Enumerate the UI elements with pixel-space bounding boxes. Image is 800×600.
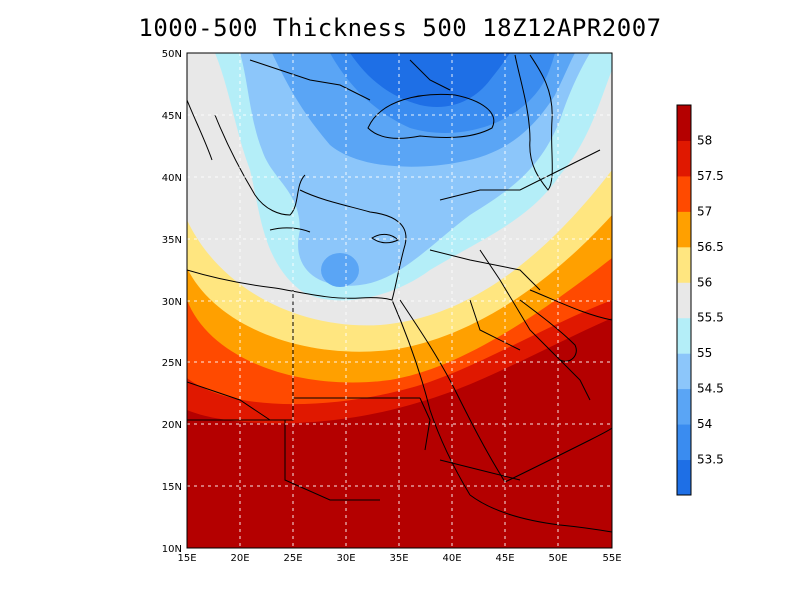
colorbar-swatch bbox=[677, 211, 691, 248]
colorbar-swatch bbox=[677, 424, 691, 461]
colorbar-swatch bbox=[677, 353, 691, 390]
axis-labels: 50N 45N 40N 35N 30N 25N 20N 15N 10N 15E … bbox=[162, 49, 622, 564]
colorbar-label: 58 bbox=[697, 133, 712, 147]
lon-label: 55E bbox=[602, 553, 621, 564]
lat-label: 20N bbox=[162, 420, 182, 431]
lon-label: 20E bbox=[230, 553, 249, 564]
colorbar-swatch bbox=[677, 317, 691, 354]
colorbar-label: 53.5 bbox=[697, 453, 724, 467]
map-title: 1000-500 Thickness 500 18Z12APR2007 bbox=[138, 14, 662, 42]
colorbar-label: 56.5 bbox=[697, 240, 724, 254]
colorbar-swatch bbox=[677, 246, 691, 283]
colorbar-label: 55 bbox=[697, 346, 712, 360]
lon-label: 30E bbox=[336, 553, 355, 564]
colorbar-swatch bbox=[677, 105, 691, 141]
color-legend: 53.5 54 54.5 55 55.5 56 56.5 57 57.5 58 bbox=[676, 104, 724, 496]
lat-label: 45N bbox=[162, 111, 182, 122]
lon-label: 15E bbox=[177, 553, 196, 564]
lat-label: 15N bbox=[162, 482, 182, 493]
grid-lines bbox=[187, 53, 612, 548]
colorbar-swatch bbox=[677, 282, 691, 319]
lon-label: 35E bbox=[389, 553, 408, 564]
colorbar-label: 57.5 bbox=[697, 169, 724, 183]
colorbar-frame bbox=[676, 104, 692, 496]
colorbar-swatch bbox=[677, 459, 691, 496]
colorbar-label: 57 bbox=[697, 204, 712, 218]
thickness-contours bbox=[187, 53, 612, 548]
colorbar-swatch bbox=[677, 388, 691, 425]
colorbar-label: 56 bbox=[697, 275, 712, 289]
lat-label: 10N bbox=[162, 544, 182, 555]
colorbar-label: 54.5 bbox=[697, 382, 724, 396]
lat-label: 25N bbox=[162, 358, 182, 369]
lat-label: 30N bbox=[162, 297, 182, 308]
lon-label: 25E bbox=[283, 553, 302, 564]
colorbar-label: 54 bbox=[697, 417, 712, 431]
lon-label: 40E bbox=[442, 553, 461, 564]
lat-label: 40N bbox=[162, 173, 182, 184]
colorbar-swatch bbox=[677, 175, 691, 212]
lon-label: 50E bbox=[548, 553, 567, 564]
map-frame bbox=[186, 52, 613, 549]
coastlines bbox=[187, 54, 612, 533]
lat-label: 50N bbox=[162, 49, 182, 60]
lat-label: 35N bbox=[162, 235, 182, 246]
colorbar-label: 55.5 bbox=[697, 311, 724, 325]
colorbar-swatch bbox=[677, 140, 691, 177]
lon-label: 45E bbox=[495, 553, 514, 564]
